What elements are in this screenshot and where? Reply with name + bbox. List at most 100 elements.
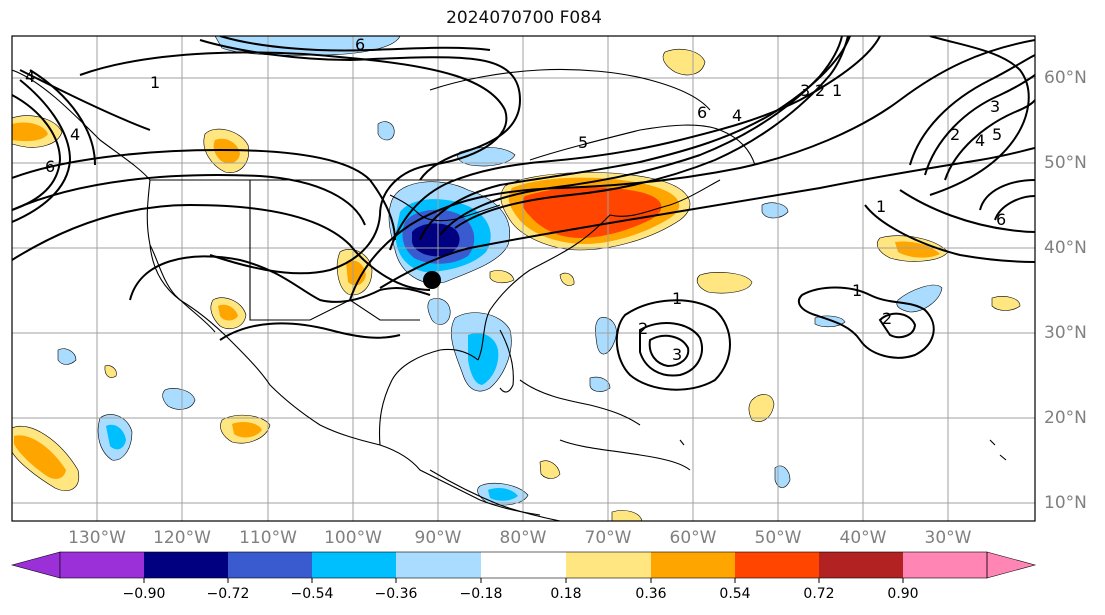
positive-anomaly-strong <box>522 187 662 238</box>
contour-labels: 6 6 4 1 4 5 6 4 3 2 1 2 3 4 5 1 6 1 2 3 … <box>25 35 1006 364</box>
contour-line <box>12 94 62 211</box>
contour-label: 6 <box>355 35 365 54</box>
longitude-label: 60°W <box>669 528 717 548</box>
latitude-label: 40°N <box>1044 238 1087 258</box>
colorbar-tick-label: −0.18 <box>459 586 503 602</box>
contour-label: 3 <box>672 345 682 364</box>
latitude-label: 60°N <box>1044 68 1087 88</box>
contour-label: 2 <box>950 125 960 144</box>
latitude-label: 20°N <box>1044 408 1087 428</box>
contour-line <box>878 312 917 339</box>
contour-label: 4 <box>975 131 985 150</box>
colorbar-over-arrow <box>986 551 1037 579</box>
contour-line <box>349 39 1035 301</box>
contour-line <box>899 189 1035 233</box>
contour-lines <box>12 36 1035 391</box>
contour-line <box>639 322 703 377</box>
contour-line <box>19 69 151 131</box>
contour-line <box>909 54 1035 166</box>
contour-line <box>12 148 396 241</box>
contour-label: 2 <box>815 81 825 100</box>
contour-line <box>12 174 366 226</box>
contour-line <box>648 334 690 368</box>
contour-line <box>199 39 522 181</box>
contour-label: 1 <box>832 81 842 100</box>
longitude-label: 30°W <box>924 528 972 548</box>
contour-line <box>979 179 1035 211</box>
longitude-label: 90°W <box>414 528 462 548</box>
colorbar <box>10 551 1037 583</box>
contour-line <box>944 99 1035 181</box>
colorbar-tick-label: −0.54 <box>290 586 334 602</box>
colorbar-segment <box>651 552 735 578</box>
contour-line <box>129 255 431 303</box>
contour-label: 6 <box>996 210 1006 229</box>
longitude-label: 80°W <box>499 528 547 548</box>
negative-anomaly-core <box>412 223 460 257</box>
longitude-label: 110°W <box>239 528 297 548</box>
colorbar-segment <box>566 552 651 578</box>
contour-label: 1 <box>852 281 862 300</box>
contour-line <box>29 69 96 166</box>
contour-line <box>454 36 849 229</box>
contour-line <box>79 51 508 275</box>
contour-line <box>994 195 1035 221</box>
contour-label: 6 <box>697 103 707 122</box>
contour-label: 1 <box>876 197 886 216</box>
colorbar-tick-label: 0.72 <box>803 586 835 602</box>
contour-label: 3 <box>800 81 810 100</box>
coastlines <box>12 68 1007 521</box>
contour-line <box>797 286 935 359</box>
colorbar-segment <box>312 552 396 578</box>
colorbar-tick-label: −0.36 <box>374 586 418 602</box>
contour-line <box>12 79 72 223</box>
storm-center-marker <box>423 271 441 289</box>
contour-line <box>615 299 731 391</box>
colorbar-segment <box>228 552 312 578</box>
colorbar-segment <box>903 552 987 578</box>
colorbar-tick-label: −0.90 <box>122 586 166 602</box>
colorbar-tick-label: 0.54 <box>719 586 751 602</box>
colorbar-segment <box>481 552 566 578</box>
contour-label: 5 <box>992 125 1002 144</box>
contour-label: 1 <box>672 289 682 308</box>
contour-label: 4 <box>70 125 80 144</box>
latitude-label: 10°N <box>1044 493 1087 513</box>
colorbar-tick-label: −0.72 <box>206 586 250 602</box>
colorbar-segment <box>396 552 481 578</box>
colorbar-under-arrow <box>10 551 61 579</box>
contour-label: 2 <box>638 319 648 338</box>
longitude-label: 120°W <box>153 528 211 548</box>
longitude-label: 40°W <box>839 528 887 548</box>
plot-frame <box>11 35 1036 522</box>
colorbar-segment <box>144 552 228 578</box>
negative-anomaly-southeast-core <box>468 333 499 385</box>
latitude-label: 30°N <box>1044 323 1087 343</box>
map-content: 6 6 4 1 4 5 6 4 3 2 1 2 3 4 5 1 6 1 2 3 … <box>12 35 1035 521</box>
longitude-label: 50°W <box>754 528 802 548</box>
map-title: 2024070700 F084 <box>446 8 602 28</box>
colorbar-tick-label: 0.18 <box>550 586 582 602</box>
colorbar-segment <box>60 552 144 578</box>
colorbar-segment <box>735 552 819 578</box>
contour-label: 6 <box>45 157 55 176</box>
colorbar-tick-label: 0.36 <box>635 586 667 602</box>
contour-line <box>219 36 491 52</box>
contour-line <box>924 74 1035 176</box>
contour-line <box>864 204 1035 263</box>
longitude-label: 70°W <box>584 528 632 548</box>
latitude-label: 50°N <box>1044 153 1087 173</box>
contour-label: 1 <box>150 73 160 92</box>
contour-line <box>439 36 843 236</box>
colorbar-tick-label: 0.90 <box>887 586 919 602</box>
colorbar-segment <box>819 552 903 578</box>
contour-line <box>219 322 401 341</box>
longitude-label: 130°W <box>68 528 126 548</box>
longitude-label: 100°W <box>324 528 382 548</box>
contour-label: 3 <box>990 97 1000 116</box>
contour-label: 4 <box>732 106 742 125</box>
contour-label: 4 <box>25 67 35 86</box>
contour-label: 5 <box>578 133 588 152</box>
contour-line <box>12 203 431 291</box>
